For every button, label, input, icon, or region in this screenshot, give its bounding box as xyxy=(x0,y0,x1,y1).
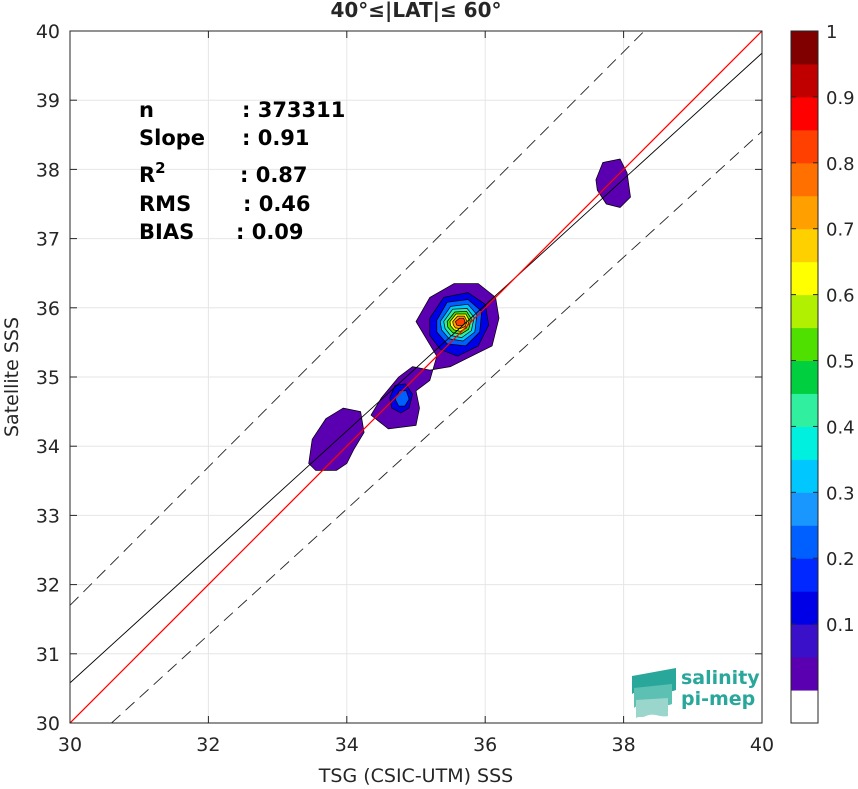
colorbar-band-9 xyxy=(791,393,818,427)
stat-label-2: R2 xyxy=(139,159,166,187)
colorbar-band-4 xyxy=(791,558,818,592)
one-to-one-line xyxy=(70,31,762,723)
colorbar-band-15 xyxy=(791,195,818,230)
logo-line1: salinity xyxy=(681,667,760,689)
colorbar-band-18 xyxy=(791,96,818,131)
y-tick-label-8: 38 xyxy=(36,159,60,181)
x-tick-label-5: 40 xyxy=(750,734,774,756)
colorbar-band-10 xyxy=(791,360,818,394)
y-tick-label-0: 30 xyxy=(36,713,60,735)
colorbar-band-11 xyxy=(791,327,818,362)
y-tick-label-4: 34 xyxy=(36,436,60,458)
colorbar-tick-label-9: 1 xyxy=(826,22,837,43)
y-axis-ticks: 30 31 32 33 34 35 36 37 38 39 40 xyxy=(36,21,762,735)
density-contours xyxy=(308,158,631,471)
colorbar-band-6 xyxy=(791,492,818,526)
colorbar-band-5 xyxy=(791,525,818,559)
colorbar-band-12 xyxy=(791,294,818,329)
x-tick-label-1: 32 xyxy=(196,734,220,756)
stat-value-1: : 0.91 xyxy=(242,126,310,150)
colorbar-tick-label-4: 0.5 xyxy=(826,352,855,373)
y-tick-label-9: 39 xyxy=(36,90,60,112)
colorbar-tick-label-1: 0.2 xyxy=(826,549,855,570)
x-tick-label-4: 38 xyxy=(612,734,636,756)
colorbar: 0.1 0.2 0.3 0.4 0.5 0.6 0.7 0.8 0.9 1 xyxy=(790,22,855,724)
y-tick-label-2: 32 xyxy=(36,575,60,597)
stat-label-4: BIAS xyxy=(139,220,194,244)
colorbar-band-16 xyxy=(791,162,818,197)
colorbar-tick-label-3: 0.4 xyxy=(826,417,855,438)
y-tick-label-7: 37 xyxy=(36,229,60,251)
grid xyxy=(69,30,763,724)
salinity-pi-mep-logo: salinity pi-mep xyxy=(632,667,760,718)
stat-label-0: n xyxy=(139,98,154,122)
colorbar-band-19 xyxy=(791,63,818,98)
x-tick-label-2: 34 xyxy=(335,734,359,756)
colorbar-band-20 xyxy=(791,31,818,65)
y-tick-label-5: 35 xyxy=(36,367,60,389)
colorbar-band-8 xyxy=(791,426,818,460)
colorbar-tick-label-6: 0.7 xyxy=(826,220,855,241)
stat-value-4: : 0.09 xyxy=(236,220,304,244)
stat-value-0: : 373311 xyxy=(242,98,345,122)
colorbar-band-17 xyxy=(791,129,818,164)
y-tick-label-3: 33 xyxy=(36,505,60,527)
chart-title: 40°≤|LAT|≤ 60° xyxy=(330,0,501,22)
density-contour-2-0 xyxy=(308,407,365,471)
colorbar-band-0 xyxy=(791,690,818,724)
x-tick-label-3: 36 xyxy=(473,734,497,756)
logo-line2: pi-mep xyxy=(681,688,755,710)
y-tick-label-6: 36 xyxy=(36,298,60,320)
y-tick-label-1: 31 xyxy=(36,644,60,666)
wave-logo-icon xyxy=(632,668,676,718)
y-axis-label: Satellite SSS xyxy=(1,317,23,437)
x-tick-label-0: 30 xyxy=(58,734,82,756)
stat-value-2: : 0.87 xyxy=(240,163,308,187)
colorbar-tick-label-8: 0.9 xyxy=(826,88,855,109)
stat-label-1: Slope xyxy=(139,126,205,150)
statistics-box: n : 373311 Slope : 0.91 R2 : 0.87 RMS : 0.46 BIA… xyxy=(139,98,345,244)
stat-value-3: : 0.46 xyxy=(243,192,311,216)
reference-lines xyxy=(70,31,762,723)
colorbar-band-13 xyxy=(791,261,818,296)
colorbar-band-3 xyxy=(791,591,818,625)
colorbar-tick-label-2: 0.3 xyxy=(826,483,855,504)
y-tick-label-10: 40 xyxy=(36,21,60,43)
colorbar-frame xyxy=(790,30,819,724)
rms-bound-line-1 xyxy=(111,131,762,723)
colorbar-band-1 xyxy=(791,657,818,691)
x-axis-ticks: 30 32 34 36 38 40 xyxy=(58,31,774,756)
colorbar-tick-label-5: 0.6 xyxy=(826,286,855,307)
regression-line xyxy=(70,52,762,684)
colorbar-band-7 xyxy=(791,459,818,493)
stat-label-3: RMS xyxy=(139,192,191,216)
colorbar-band-2 xyxy=(791,624,818,658)
x-axis-label: TSG (CSIC-UTM) SSS xyxy=(318,765,513,787)
colorbar-tick-label-0: 0.1 xyxy=(826,615,855,636)
colorbar-tick-label-7: 0.8 xyxy=(826,154,855,175)
rms-bound-line-0 xyxy=(70,31,645,606)
colorbar-band-14 xyxy=(791,228,818,263)
